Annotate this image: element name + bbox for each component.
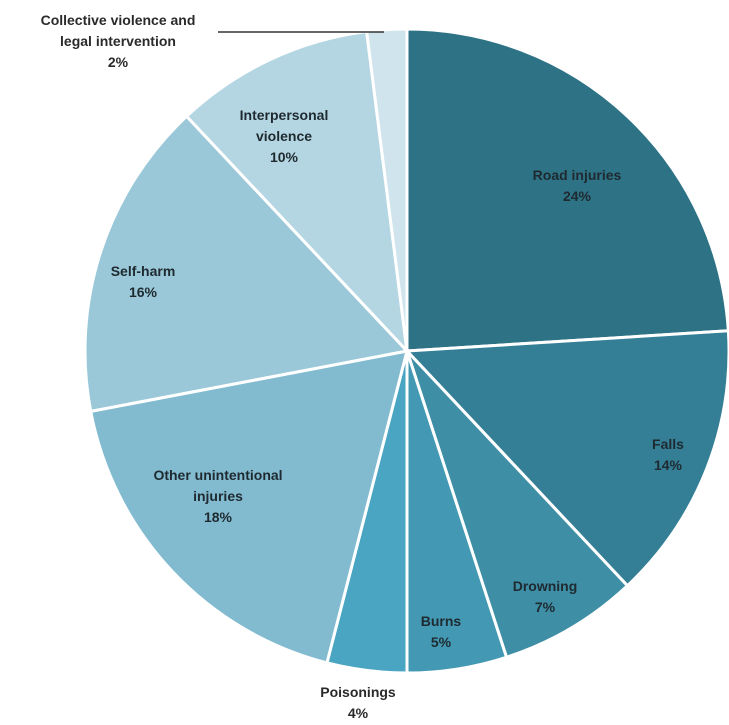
label-name: Drowning bbox=[513, 578, 578, 594]
label-name: legal intervention bbox=[60, 33, 176, 49]
label-name: Road injuries bbox=[533, 167, 622, 183]
label-collective-violence-and-legal-intervention: Collective violence and legal interventio… bbox=[41, 12, 196, 70]
slice-road-injuries bbox=[405, 27, 729, 353]
label-interpersonal-violence: Interpersonal violence 10% bbox=[240, 107, 329, 165]
slice-interpersonal-violence bbox=[184, 29, 410, 356]
pie-labels: Road injuries 24% Falls 14% Drowning 7% Burns 5… bbox=[41, 12, 685, 721]
label-poisonings: Poisonings 4% bbox=[320, 684, 396, 721]
label-percent: 24% bbox=[563, 188, 592, 204]
label-percent: 18% bbox=[204, 509, 233, 525]
label-percent: 16% bbox=[129, 284, 158, 300]
slice-other-unintentional-injuries bbox=[88, 349, 410, 665]
label-name: Interpersonal bbox=[240, 107, 329, 123]
label-burns: Burns 5% bbox=[421, 613, 462, 650]
label-name: Collective violence and bbox=[41, 12, 196, 28]
label-percent: 14% bbox=[654, 457, 683, 473]
label-self-harm: Self-harm 16% bbox=[111, 263, 176, 300]
label-name: Burns bbox=[421, 613, 462, 629]
label-drowning: Drowning 7% bbox=[513, 578, 578, 615]
label-name: injuries bbox=[193, 488, 243, 504]
label-name: violence bbox=[256, 128, 312, 144]
label-other-unintentional-injuries: Other unintentional injuries 18% bbox=[153, 467, 282, 525]
label-name: Poisonings bbox=[320, 684, 396, 700]
label-percent: 4% bbox=[348, 705, 369, 721]
label-name: Falls bbox=[652, 436, 684, 452]
label-falls: Falls 14% bbox=[652, 436, 684, 473]
label-name: Self-harm bbox=[111, 263, 176, 279]
pie-slices bbox=[83, 27, 729, 675]
label-percent: 10% bbox=[270, 149, 299, 165]
slice-self-harm bbox=[83, 114, 410, 414]
label-percent: 5% bbox=[431, 634, 452, 650]
label-percent: 2% bbox=[108, 54, 129, 70]
label-name: Other unintentional bbox=[153, 467, 282, 483]
label-road-injuries: Road injuries 24% bbox=[533, 167, 622, 204]
label-percent: 7% bbox=[535, 599, 556, 615]
slice-drowning bbox=[405, 349, 630, 660]
